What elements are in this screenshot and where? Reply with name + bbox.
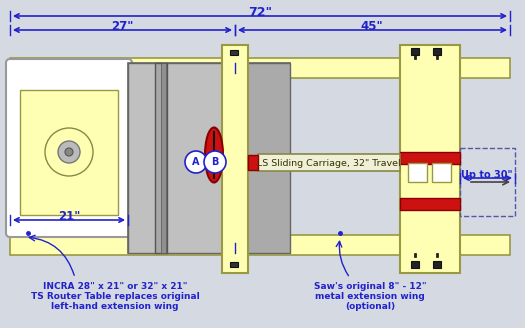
Bar [414, 55, 416, 59]
Text: INCRA 28" x 21" or 32" x 21": INCRA 28" x 21" or 32" x 21" [43, 282, 187, 291]
Bar [20, 90, 118, 215]
Text: 27": 27" [111, 20, 133, 33]
Text: A: A [192, 157, 200, 167]
Bar [433, 261, 441, 268]
Bar [230, 50, 238, 55]
Circle shape [204, 151, 226, 173]
FancyBboxPatch shape [6, 59, 132, 237]
Bar [408, 163, 427, 182]
Text: 21": 21" [58, 211, 80, 223]
Bar [436, 55, 438, 59]
Bar [248, 155, 258, 170]
Text: Up to 30": Up to 30" [461, 170, 513, 180]
Text: TS Router Table replaces original: TS Router Table replaces original [30, 292, 200, 301]
Circle shape [65, 148, 73, 156]
Text: left-hand extension wing: left-hand extension wing [51, 302, 178, 311]
Text: LS Sliding Carriage, 32" Travel: LS Sliding Carriage, 32" Travel [257, 158, 401, 168]
Bar [400, 152, 460, 164]
Bar [460, 148, 515, 216]
Bar [258, 154, 400, 171]
Bar [400, 198, 460, 210]
Text: 72": 72" [248, 7, 272, 19]
Bar [433, 48, 441, 55]
Bar [10, 58, 510, 78]
Bar [411, 261, 419, 268]
Bar [155, 63, 167, 253]
Circle shape [185, 151, 207, 173]
Bar [161, 63, 166, 253]
Ellipse shape [205, 128, 223, 182]
Bar [222, 63, 290, 253]
Bar [222, 45, 248, 273]
Bar [230, 262, 238, 267]
Bar [128, 63, 290, 253]
Circle shape [58, 141, 80, 163]
Bar [436, 253, 438, 257]
Text: B: B [211, 157, 219, 167]
Text: Saw's original 8" - 12": Saw's original 8" - 12" [314, 282, 426, 291]
Text: 45": 45" [361, 20, 383, 33]
Bar [128, 63, 222, 253]
Bar [10, 235, 510, 255]
Bar [414, 253, 416, 257]
Circle shape [45, 128, 93, 176]
Bar [411, 48, 419, 55]
Text: metal extension wing: metal extension wing [315, 292, 425, 301]
Bar [432, 163, 451, 182]
Text: (optional): (optional) [345, 302, 395, 311]
Bar [400, 45, 460, 273]
